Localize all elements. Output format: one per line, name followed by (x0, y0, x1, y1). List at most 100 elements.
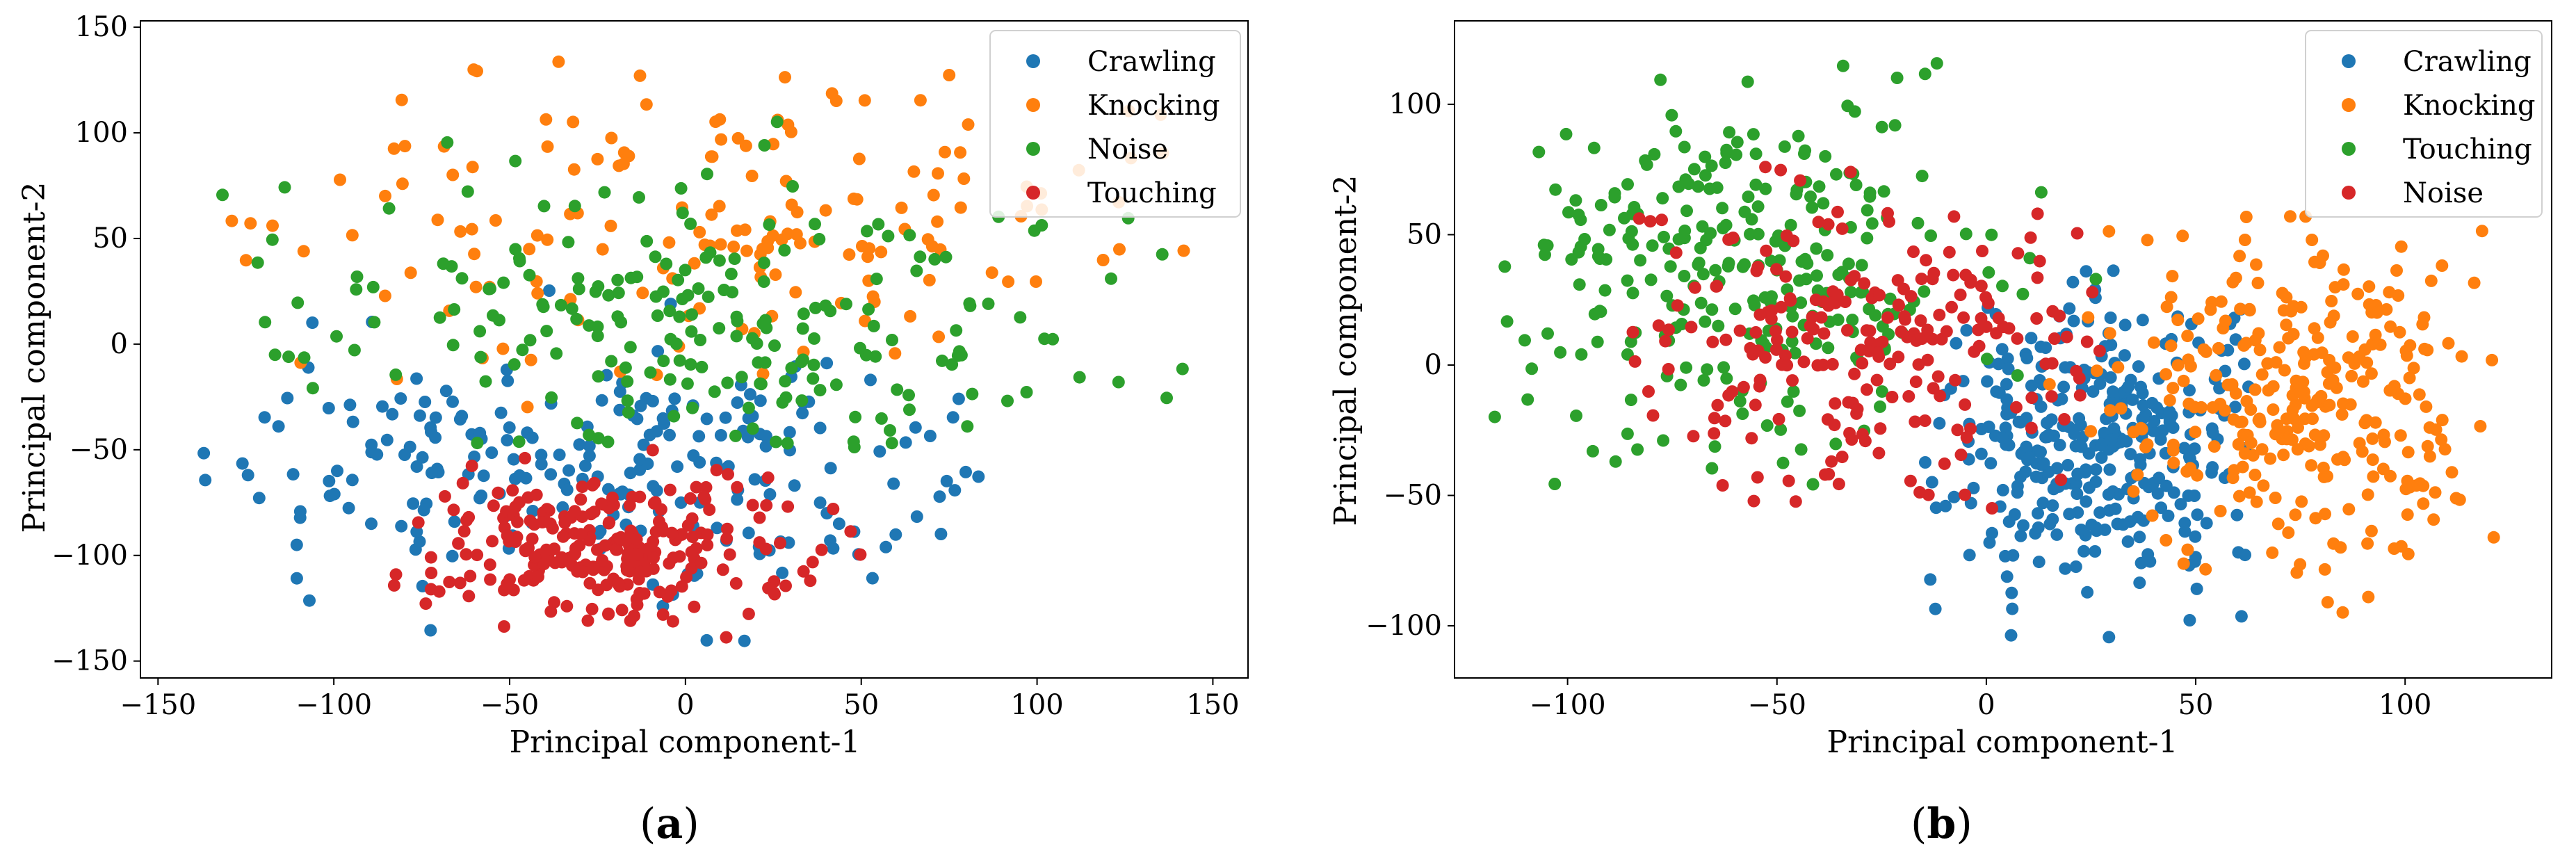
chart-a-point-crawling (395, 519, 408, 533)
chart-a-point-knocking (713, 200, 726, 213)
chart-b-point-noise (1870, 373, 1884, 387)
chart-b-point-crawling (2183, 384, 2196, 397)
chart-b-legend-marker (2342, 98, 2356, 112)
chart-b-point-touching (1790, 184, 1804, 197)
chart-b-point-knocking (2317, 461, 2330, 474)
chart-b-point-crawling (2020, 352, 2034, 364)
chart-a-point-noise (461, 185, 474, 198)
chart-a-point-knocking (266, 219, 279, 232)
chart-a-point-touching (574, 493, 588, 506)
chart-a-point-touching (723, 548, 736, 561)
chart-a-point-touching (460, 548, 473, 561)
chart-b-point-touching (1792, 129, 1805, 143)
chart-a-point-crawling (624, 467, 637, 480)
chart-a-point-touching (722, 468, 734, 481)
chart-a-point-noise (694, 334, 707, 346)
chart-b-point-noise (1753, 373, 1767, 387)
chart-a-point-crawling (880, 540, 893, 553)
chart-a-point-crawling (820, 357, 834, 370)
chart-a-point-knocking (931, 215, 944, 228)
chart-b-point-noise (1940, 325, 1953, 338)
chart-b-point-crawling (2206, 461, 2219, 474)
chart-b-point-noise (2060, 330, 2073, 343)
chart-a-point-knocking (789, 286, 802, 299)
chart-b-point-touching (1699, 169, 1712, 182)
chart-a-point-touching (720, 631, 733, 644)
chart-b-point-crawling (2151, 487, 2164, 500)
chart-a-point-crawling (759, 430, 772, 443)
chart-a-point-noise (473, 325, 487, 338)
chart-a-point-noise (1176, 362, 1189, 375)
chart-a-point-noise (861, 225, 873, 238)
chart-b-point-crawling (2134, 458, 2147, 471)
chart-a-point-noise (729, 429, 742, 442)
chart-b-point-crawling (2103, 463, 2116, 476)
chart-b-point-noise (1959, 268, 1972, 282)
chart-a-point-crawling (426, 467, 438, 480)
chart-b-point-touching (1774, 423, 1788, 436)
chart-a-point-knocking (858, 94, 871, 107)
chart-a-point-noise (746, 332, 759, 345)
chart-b-point-touching (1832, 268, 1845, 282)
chart-b-point-knocking (2363, 280, 2376, 293)
chart-b-point-touching (1664, 260, 1677, 273)
chart-a-point-noise (537, 300, 550, 314)
chart-b-point-crawling (2000, 393, 2014, 406)
chart-b-point-knocking (2166, 382, 2180, 395)
chart-b-point-knocking (2278, 364, 2291, 377)
chart-a-point-crawling (386, 407, 399, 421)
chart-b-point-touching (1720, 372, 1733, 385)
chart-a-point-noise (681, 377, 694, 390)
chart-b-point-touching (1574, 240, 1587, 253)
chart-b-point-knocking (2164, 339, 2178, 353)
chart-a-point-touching (512, 496, 526, 509)
chart-a-point-noise (728, 252, 741, 266)
chart-b-point-knocking (2177, 557, 2190, 570)
chart-b-point-crawling (2148, 414, 2161, 428)
chart-a-point-touching (688, 600, 701, 613)
chart-b-point-knocking (2177, 374, 2190, 387)
chart-a-point-noise (779, 391, 793, 404)
chart-b-point-touching (1806, 201, 1819, 214)
chart-b-point-noise (1831, 205, 1844, 218)
chart-a-point-noise (389, 368, 403, 381)
chart-a-point-knocking (756, 367, 770, 380)
chart-a-point-noise (955, 348, 968, 362)
chart-a-point-noise (1112, 375, 1125, 389)
chart-b-point-knocking (2204, 303, 2217, 316)
chart-b-point-noise (1784, 294, 1797, 307)
chart-b-point-crawling (2017, 519, 2030, 532)
chart-b-point-touching (1717, 222, 1730, 235)
chart-a-point-crawling (813, 421, 827, 435)
chart-a-point-knocking (794, 236, 807, 250)
chart-b-point-noise (1794, 174, 1807, 187)
chart-b-point-noise (1844, 165, 1857, 179)
chart-b-point-touching (1784, 218, 1797, 232)
chart-a-point-noise (795, 394, 809, 407)
chart-a-point-crawling (824, 462, 837, 475)
chart-b-point-touching (1709, 264, 1722, 277)
chart-a-point-noise (1014, 311, 1027, 324)
chart-b-point-crawling (2041, 430, 2054, 444)
chart-a-point-noise (808, 332, 820, 345)
chart-a-point-knocking (704, 150, 718, 163)
chart-b-point-noise (1782, 474, 1795, 487)
chart-b-point-touching (1703, 182, 1716, 195)
chart-a-point-crawling (583, 449, 596, 462)
chart-b-point-noise (1858, 435, 1872, 448)
chart-b-point-touching (1658, 230, 1670, 243)
chart-b-point-noise (1841, 324, 1854, 337)
chart-a-point-crawling (365, 438, 378, 451)
chart-a-point-crawling (700, 412, 713, 426)
chart-a-point-knocking (395, 93, 408, 106)
chart-a-point-noise (545, 391, 558, 404)
chart-b-point-crawling (2089, 463, 2103, 476)
chart-a-legend-marker (1026, 98, 1040, 112)
chart-a-point-noise (571, 417, 584, 430)
chart-a-point-crawling (866, 572, 879, 585)
chart-b-point-noise (1907, 245, 1920, 258)
chart-b-point-crawling (1992, 357, 2005, 371)
chart-b-point-noise (1954, 289, 1967, 301)
chart-b-point-knocking (2353, 350, 2366, 363)
chart-b-point-touching (1985, 228, 1998, 241)
